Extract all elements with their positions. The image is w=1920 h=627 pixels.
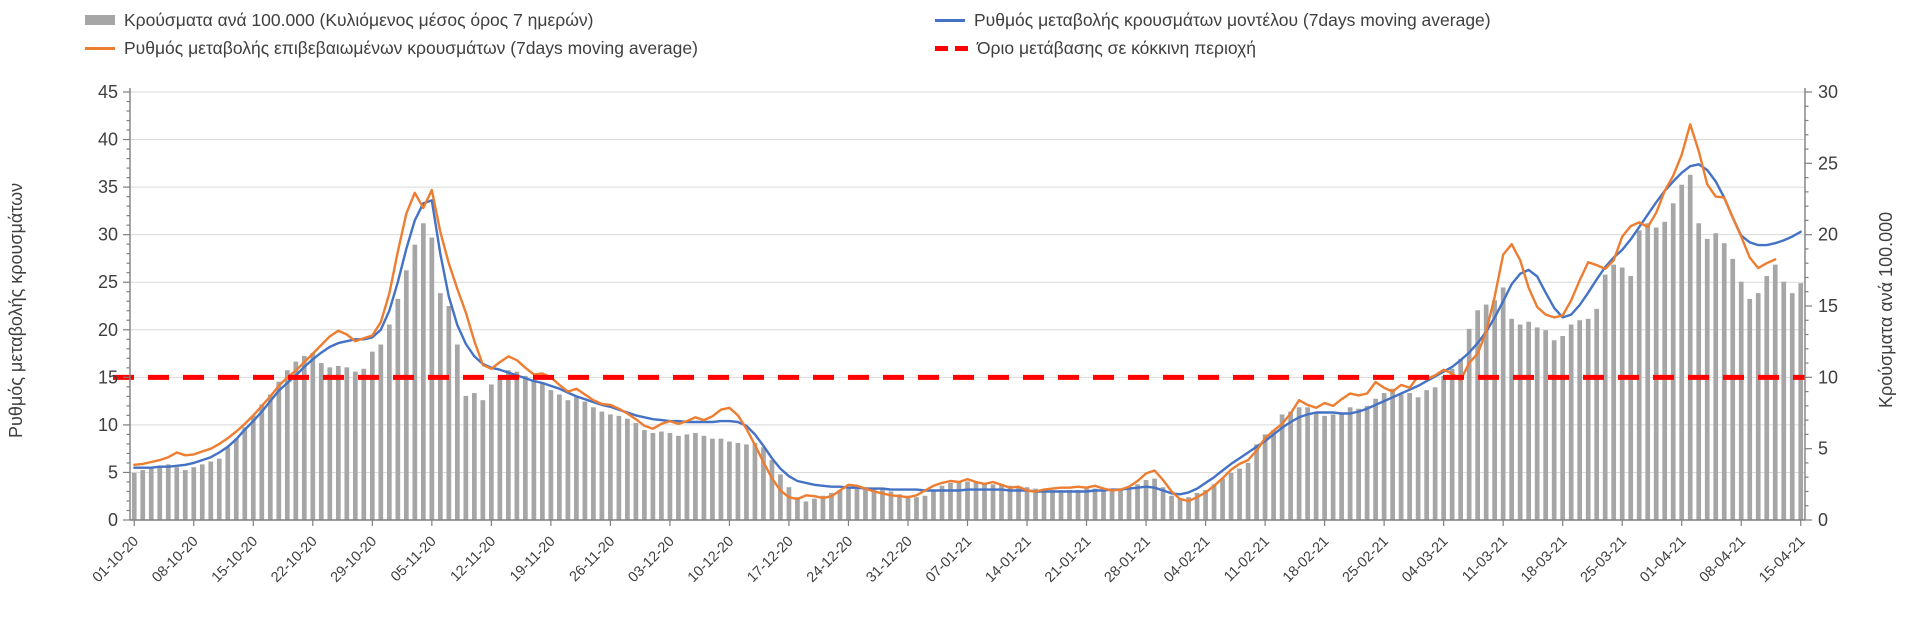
legend-item-cases-per-100k: Κρούσματα ανά 100.000 (Κυλιόμενος μέσος … bbox=[85, 8, 593, 32]
left-axis-ticks-labels: 0 5 10 15 20 25 30 35 40 45 bbox=[98, 82, 130, 530]
svg-text:18-03-21: 18-03-21 bbox=[1518, 534, 1570, 586]
legend-label: Ρυθμός μεταβολής επιβεβαιωμένων κρουσμάτ… bbox=[124, 37, 698, 58]
svg-text:10: 10 bbox=[98, 415, 118, 435]
svg-text:0: 0 bbox=[108, 510, 118, 530]
svg-text:35: 35 bbox=[98, 177, 118, 197]
svg-text:21-01-21: 21-01-21 bbox=[1042, 534, 1094, 586]
svg-text:12-11-20: 12-11-20 bbox=[448, 534, 500, 586]
svg-text:30: 30 bbox=[1818, 82, 1838, 102]
red-dash-swatch-icon bbox=[935, 45, 968, 51]
svg-text:10: 10 bbox=[1818, 367, 1838, 387]
svg-text:14-01-21: 14-01-21 bbox=[982, 534, 1034, 586]
svg-text:0: 0 bbox=[1818, 510, 1828, 530]
svg-text:11-02-21: 11-02-21 bbox=[1221, 534, 1273, 586]
confirmed-rate-line bbox=[133, 123, 1777, 503]
legend-label: Κρούσματα ανά 100.000 (Κυλιόμενος μέσος … bbox=[124, 9, 594, 30]
svg-text:03-12-20: 03-12-20 bbox=[625, 534, 677, 586]
legend-label: Όριο μετάβασης σε κόκκινη περιοχή bbox=[977, 37, 1257, 58]
svg-text:22-10-20: 22-10-20 bbox=[268, 534, 320, 586]
svg-text:15-04-21: 15-04-21 bbox=[1756, 534, 1808, 586]
svg-text:20: 20 bbox=[1818, 225, 1838, 245]
svg-text:15-10-20: 15-10-20 bbox=[209, 534, 261, 586]
svg-text:24-12-20: 24-12-20 bbox=[804, 534, 856, 586]
svg-text:29-10-20: 29-10-20 bbox=[328, 534, 380, 586]
svg-text:04-02-21: 04-02-21 bbox=[1161, 534, 1213, 586]
svg-text:08-10-20: 08-10-20 bbox=[149, 534, 201, 586]
svg-text:19-11-20: 19-11-20 bbox=[507, 534, 559, 586]
svg-text:45: 45 bbox=[98, 82, 118, 102]
legend-item-confirmed-rate: Ρυθμός μεταβολής επιβεβαιωμένων κρουσμάτ… bbox=[85, 36, 698, 60]
svg-text:15: 15 bbox=[1818, 296, 1838, 316]
svg-text:25-02-21: 25-02-21 bbox=[1340, 534, 1392, 586]
svg-text:10-12-20: 10-12-20 bbox=[685, 534, 737, 586]
right-axis-ticks-labels: 0 5 10 15 20 25 30 bbox=[1805, 82, 1838, 530]
cases-bars-series bbox=[131, 174, 1804, 521]
svg-text:5: 5 bbox=[108, 462, 118, 482]
svg-text:40: 40 bbox=[98, 130, 118, 150]
svg-text:11-03-21: 11-03-21 bbox=[1459, 534, 1511, 586]
svg-text:05-11-20: 05-11-20 bbox=[388, 534, 440, 586]
svg-text:26-11-20: 26-11-20 bbox=[567, 534, 619, 586]
orange-line-swatch-icon bbox=[85, 46, 115, 50]
svg-text:07-01-21: 07-01-21 bbox=[923, 534, 975, 586]
svg-text:08-04-21: 08-04-21 bbox=[1697, 534, 1749, 586]
svg-text:28-01-21: 28-01-21 bbox=[1102, 534, 1154, 586]
svg-text:25-03-21: 25-03-21 bbox=[1578, 534, 1630, 586]
legend-item-red-threshold: Όριο μετάβασης σε κόκκινη περιοχή bbox=[935, 36, 1256, 60]
legend-item-model-rate: Ρυθμός μεταβολής κρουσμάτων μοντέλου (7d… bbox=[935, 8, 1491, 32]
svg-text:17-12-20: 17-12-20 bbox=[744, 534, 796, 586]
svg-text:01-04-21: 01-04-21 bbox=[1637, 534, 1689, 586]
svg-text:18-02-21: 18-02-21 bbox=[1280, 534, 1332, 586]
bar-series-swatch-icon bbox=[85, 15, 115, 25]
blue-line-swatch-icon bbox=[935, 18, 965, 22]
x-axis-ticks-labels: 01-10-20 08-10-20 15-10-20 22-10-20 29-10-20… bbox=[90, 520, 1809, 586]
svg-text:25: 25 bbox=[98, 272, 118, 292]
svg-text:04-03-21: 04-03-21 bbox=[1399, 534, 1451, 586]
svg-text:5: 5 bbox=[1818, 439, 1828, 459]
svg-text:20: 20 bbox=[98, 320, 118, 340]
legend-label: Ρυθμός μεταβολής κρουσμάτων μοντέλου (7d… bbox=[974, 9, 1491, 30]
svg-text:15: 15 bbox=[98, 367, 118, 387]
svg-text:25: 25 bbox=[1818, 153, 1838, 173]
svg-text:31-12-20: 31-12-20 bbox=[863, 534, 915, 586]
svg-text:30: 30 bbox=[98, 225, 118, 245]
svg-text:01-10-20: 01-10-20 bbox=[90, 534, 142, 586]
